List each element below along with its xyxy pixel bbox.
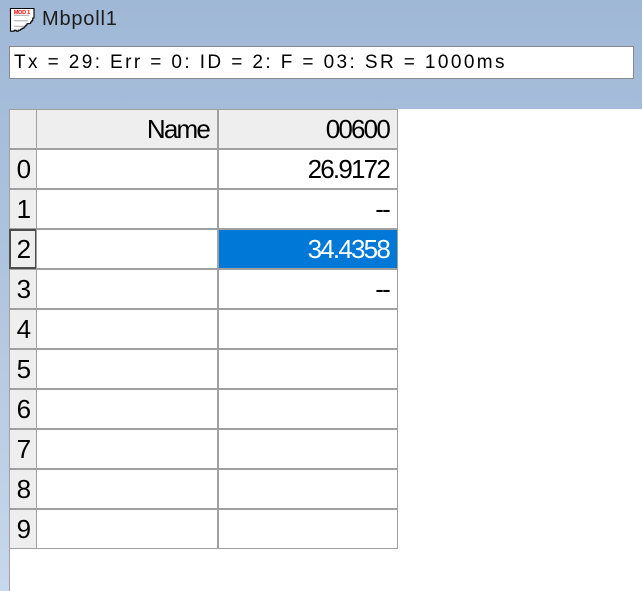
svg-text:MOD 1: MOD 1 (14, 9, 30, 15)
